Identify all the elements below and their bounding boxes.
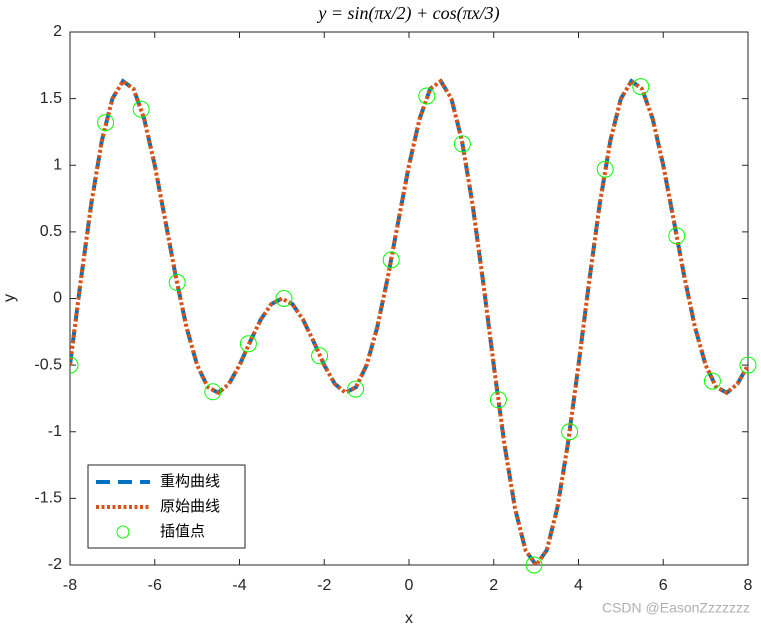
data-point <box>311 347 329 365</box>
x-tick-label: -8 <box>63 577 77 594</box>
data-point <box>525 556 543 574</box>
y-tick-label: -1.5 <box>34 490 62 507</box>
y-axis-label: y <box>1 294 18 302</box>
data-point <box>168 274 186 292</box>
line-series <box>70 78 750 569</box>
legend-marker <box>116 525 130 539</box>
x-axis-label: x <box>405 610 413 627</box>
x-tick-label: 4 <box>574 577 583 594</box>
legend-label: 原始曲线 <box>160 498 220 515</box>
plot-area <box>70 78 757 574</box>
data-point <box>489 391 507 409</box>
x-tick-label: -6 <box>148 577 162 594</box>
x-tick-label: 2 <box>489 577 498 594</box>
x-tick-label: 0 <box>405 577 414 594</box>
watermark: CSDN @EasonZzzzzzz <box>602 600 750 616</box>
chart-title: y = sin(πx/2) + cos(πx/3) <box>316 3 499 24</box>
y-tick-label: 1.5 <box>40 90 62 107</box>
data-point <box>382 251 400 269</box>
y-tick-label: -2 <box>48 556 62 573</box>
data-point <box>632 78 650 96</box>
data-point <box>453 135 471 153</box>
data-point <box>239 335 257 353</box>
legend-label: 重构曲线 <box>160 473 220 490</box>
data-point <box>70 356 79 374</box>
data-point <box>275 290 293 307</box>
y-tick-label: 0.5 <box>40 223 62 240</box>
data-point <box>418 87 436 105</box>
x-tick-label: -2 <box>317 577 331 594</box>
data-point <box>596 160 614 178</box>
line-series <box>70 78 750 569</box>
data-point <box>561 423 579 441</box>
data-point <box>703 372 721 390</box>
legend-box <box>87 464 246 549</box>
y-tick-label: -1 <box>48 423 62 440</box>
data-point <box>668 227 686 245</box>
y-tick-label: 2 <box>53 23 62 40</box>
data-point <box>97 114 115 132</box>
legend-label: 插值点 <box>160 523 205 540</box>
y-tick-label: -0.5 <box>34 356 62 373</box>
data-point <box>739 356 757 374</box>
data-point <box>132 100 150 118</box>
y-tick-label: 1 <box>53 156 62 173</box>
data-point <box>204 383 222 401</box>
x-tick-label: -4 <box>232 577 246 594</box>
x-tick-label: 8 <box>744 577 753 594</box>
y-tick-label: 0 <box>53 290 62 307</box>
x-tick-label: 6 <box>659 577 668 594</box>
data-point <box>347 380 365 398</box>
